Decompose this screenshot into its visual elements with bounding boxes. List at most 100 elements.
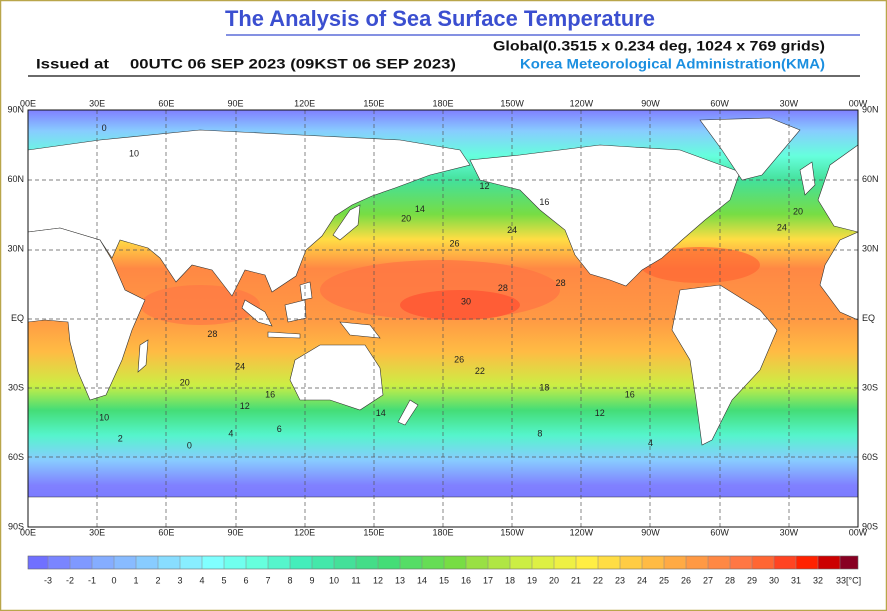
colorbar-bin (598, 556, 620, 569)
colorbar-label: 3 (177, 575, 182, 585)
lon-label-top: 00E (20, 98, 36, 108)
lat-label-left: 60N (7, 174, 24, 184)
lon-label-bottom: 00W (849, 527, 868, 537)
lat-label-right: 60S (862, 452, 878, 462)
colorbar-label: 21 (571, 575, 581, 585)
colorbar-label: 8 (287, 575, 292, 585)
colorbar-bin (158, 556, 180, 569)
lon-label-bottom: 120W (570, 527, 594, 537)
lat-label-left: EQ (11, 313, 24, 323)
contour-label: 20 (401, 213, 411, 223)
colorbar-bin (334, 556, 356, 569)
colorbar-bin (202, 556, 224, 569)
colorbar-label: 9 (309, 575, 314, 585)
issued-time: 00UTC 06 SEP 2023 (09KST 06 SEP 2023) (130, 56, 456, 72)
colorbar-label: 1 (133, 575, 138, 585)
colorbar-label: 4 (199, 575, 204, 585)
contour-label: 4 (648, 438, 653, 448)
colorbar-label: 18 (505, 575, 515, 585)
land-uk (799, 161, 816, 196)
land-australia (289, 344, 384, 411)
land-java (267, 331, 301, 339)
colorbar-bin (730, 556, 752, 569)
colorbar-bin (136, 556, 158, 569)
colorbar-label: 31 (791, 575, 801, 585)
colorbar-bin (488, 556, 510, 569)
contour-label: 16 (539, 197, 549, 207)
colorbar-label: 2 (155, 575, 160, 585)
colorbar-bin (576, 556, 598, 569)
land-west-africa (819, 231, 858, 321)
issued-label: Issued at (36, 56, 109, 72)
colorbar-label: 25 (659, 575, 669, 585)
colorbar-label: -3 (44, 575, 52, 585)
lat-label-right: EQ (862, 313, 875, 323)
contour-label: 2 (118, 433, 123, 443)
land-sumatra (241, 299, 273, 327)
colorbar-bin (28, 556, 48, 569)
land-philippines (299, 281, 313, 301)
contour-label: 20 (180, 378, 190, 388)
contour-label: 26 (450, 239, 460, 249)
colorbar-label: -1 (88, 575, 96, 585)
colorbar-bin (400, 556, 422, 569)
colorbar-label: 27 (703, 575, 713, 585)
warm-pool (140, 285, 260, 325)
lon-label-top: 150E (363, 98, 384, 108)
colorbar-label: 23 (615, 575, 625, 585)
colorbar-frame (27, 555, 859, 570)
colorbar-label: 0 (111, 575, 116, 585)
land-new-zealand (397, 399, 419, 426)
lat-label-left: 90S (8, 521, 24, 531)
colorbar-label: 11 (351, 575, 360, 585)
lon-label-top: 180E (432, 98, 453, 108)
contour-label: 24 (507, 225, 517, 235)
colorbar-label: 5 (221, 575, 226, 585)
lon-label-bottom: 60W (710, 527, 729, 537)
graticule (28, 110, 858, 527)
contour-label: 16 (265, 389, 275, 399)
contour-label: 14 (376, 408, 386, 418)
contour-label: 20 (793, 206, 803, 216)
lon-label-top: 60W (710, 98, 729, 108)
contour-label: 18 (539, 382, 549, 392)
contour-label: 30 (461, 297, 471, 307)
lon-label-top: 30E (89, 98, 105, 108)
lon-label-top: 150W (500, 98, 524, 108)
colorbar-label: 26 (681, 575, 691, 585)
colorbar-label: 12 (373, 575, 383, 585)
lon-label-bottom: 150W (500, 527, 524, 537)
colorbar-bin (686, 556, 708, 569)
contour-label: 12 (479, 181, 489, 191)
warm-pool (640, 247, 760, 283)
colorbar-bin (246, 556, 268, 569)
colorbar-label: 32 (813, 575, 823, 585)
grid-info: Global(0.3515 x 0.234 deg, 1024 x 769 gr… (493, 38, 825, 54)
colorbar-bin (774, 556, 796, 569)
land-borneo (284, 299, 307, 323)
land-greenland (699, 117, 801, 181)
lat-label-left: 30S (8, 382, 24, 392)
lon-label-bottom: 180E (432, 527, 453, 537)
colorbar-label: 10 (329, 575, 339, 585)
colorbar-bin (554, 556, 576, 569)
colorbar: -3 -2 -1 0 1 2 3 4 5 6 7 8 9 10 11 12 13 14 15 16 17 18 19 20 21… (27, 555, 861, 585)
lon-label-top: 00W (849, 98, 868, 108)
colorbar-bin (114, 556, 136, 569)
colorbar-bin (378, 556, 400, 569)
contour-label: 24 (235, 362, 245, 372)
lat-label-right: 30N (862, 243, 879, 253)
colorbar-label: 29 (747, 575, 757, 585)
colorbar-bin (70, 556, 92, 569)
land-eurasia (28, 129, 471, 297)
colorbar-label: 7 (265, 575, 270, 585)
colorbar-bin (642, 556, 664, 569)
colorbar-bin (510, 556, 532, 569)
lon-label-top: 120E (294, 98, 315, 108)
contour-label: 22 (475, 366, 485, 376)
land-south-america (671, 284, 778, 446)
lat-label-right: 90N (862, 104, 879, 114)
map-frame (27, 109, 859, 528)
